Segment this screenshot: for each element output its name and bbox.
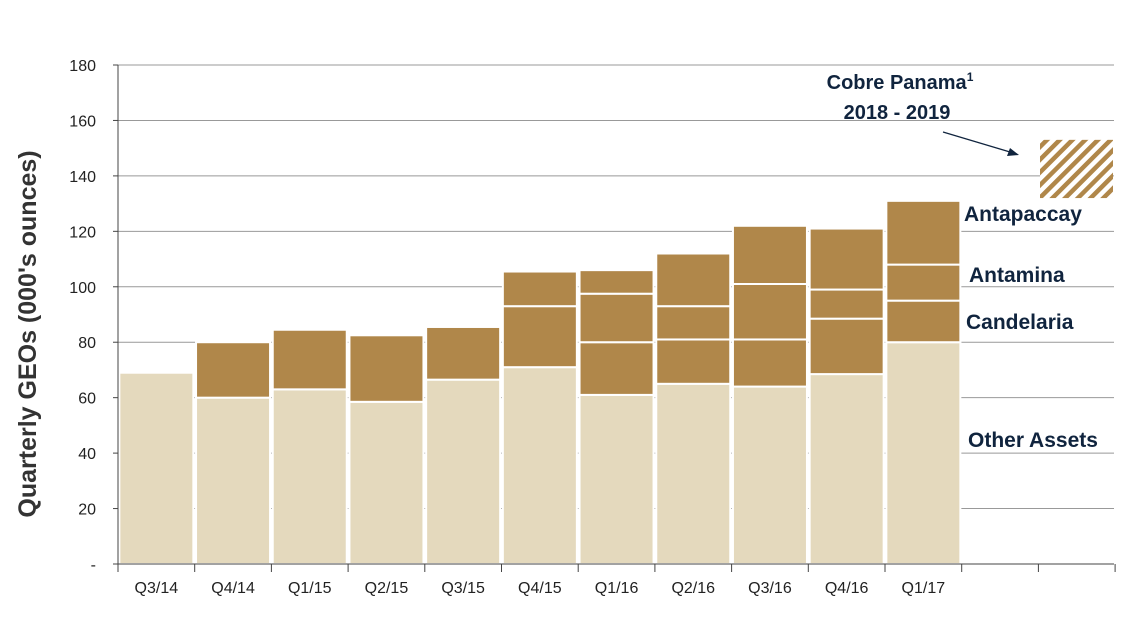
bar-segment-candelaria	[808, 317, 885, 376]
bar-segment-other-assets	[885, 341, 962, 565]
x-tick-label: Q3/15	[441, 580, 485, 597]
y-tick-label: 100	[69, 280, 96, 297]
y-tick-label: 160	[69, 113, 96, 130]
y-tick-label: 120	[69, 224, 96, 241]
x-tick-label: Q1/15	[288, 580, 332, 597]
x-tick-label: Q1/17	[902, 580, 946, 597]
bars	[118, 139, 1113, 566]
series-label-candelaria: Candelaria	[966, 311, 1074, 334]
cobre-panama-projection	[1040, 139, 1113, 199]
x-tick-label: Q3/16	[748, 580, 792, 597]
bar-segment-antapaccay	[501, 270, 578, 308]
y-tick-label: 20	[78, 502, 96, 519]
y-tick-label: 180	[69, 58, 96, 75]
x-tick-label: Q3/14	[135, 580, 179, 597]
bar-segment-antapaccay	[731, 224, 808, 286]
bar-segment-antapaccay	[808, 227, 885, 291]
bar-segment-candelaria	[348, 334, 425, 403]
y-tick-label: 80	[78, 335, 96, 352]
bar-segment-other-assets	[348, 400, 425, 566]
series-label-antapaccay: Antapaccay	[964, 203, 1082, 226]
bar-segment-antamina	[885, 263, 962, 302]
annotation-footnote-marker: 1	[967, 70, 974, 84]
x-tick-label: Q4/16	[825, 580, 869, 597]
y-tick-label: 40	[78, 446, 96, 463]
bar-segment-other-assets	[425, 378, 502, 565]
x-tick-label: Q4/14	[211, 580, 255, 597]
x-tick-label: Q1/16	[595, 580, 639, 597]
bar-segment-antapaccay	[578, 269, 655, 295]
y-axis-label: Quarterly GEOs (000's ounces)	[14, 150, 42, 517]
x-tick-label: Q4/15	[518, 580, 562, 597]
bar-segment-candelaria	[501, 305, 578, 369]
x-tick-label: Q2/16	[671, 580, 715, 597]
y-tick-label: -	[91, 557, 96, 574]
y-tick-label: 140	[69, 169, 96, 186]
bar-segment-candelaria	[731, 338, 808, 388]
bar-segment-other-assets	[808, 373, 885, 565]
bar-segment-other-assets	[655, 382, 732, 565]
series-label-antamina: Antamina	[969, 264, 1065, 287]
axes: - 20 40 60 80 100 120 140 160 180 Q3/14 Q4/14 Q1/15 Q…	[69, 58, 1116, 597]
series-label-other-assets: Other Assets	[968, 429, 1098, 452]
bar-segment-candelaria	[578, 341, 655, 396]
bar-segment-candelaria	[655, 338, 732, 385]
bar-segment-antamina	[655, 305, 732, 341]
bar-segment-candelaria	[885, 299, 962, 344]
annotation-period: 2018 - 2019	[844, 102, 951, 124]
bar-segment-antamina	[578, 292, 655, 344]
bar-segment-antamina	[731, 283, 808, 341]
y-tick-label: 60	[78, 391, 96, 408]
bar-segment-other-assets	[501, 366, 578, 565]
annotation-title: Cobre Panama1	[827, 70, 974, 94]
bar-segment-other-assets	[118, 371, 195, 566]
bar-segment-candelaria	[271, 328, 348, 391]
bar-segment-candelaria	[195, 341, 272, 399]
annotation-arrow	[942, 131, 1019, 156]
bar-segment-candelaria	[425, 325, 502, 381]
bar-segment-other-assets	[731, 385, 808, 566]
bar-segment-antapaccay	[655, 252, 732, 308]
bar-segment-other-assets	[271, 388, 348, 565]
x-tick-label: Q2/15	[365, 580, 409, 597]
bar-segment-other-assets	[195, 396, 272, 565]
bar-segment-antamina	[808, 288, 885, 320]
bar-segment-antapaccay	[885, 199, 962, 266]
bar-segment-other-assets	[578, 393, 655, 565]
